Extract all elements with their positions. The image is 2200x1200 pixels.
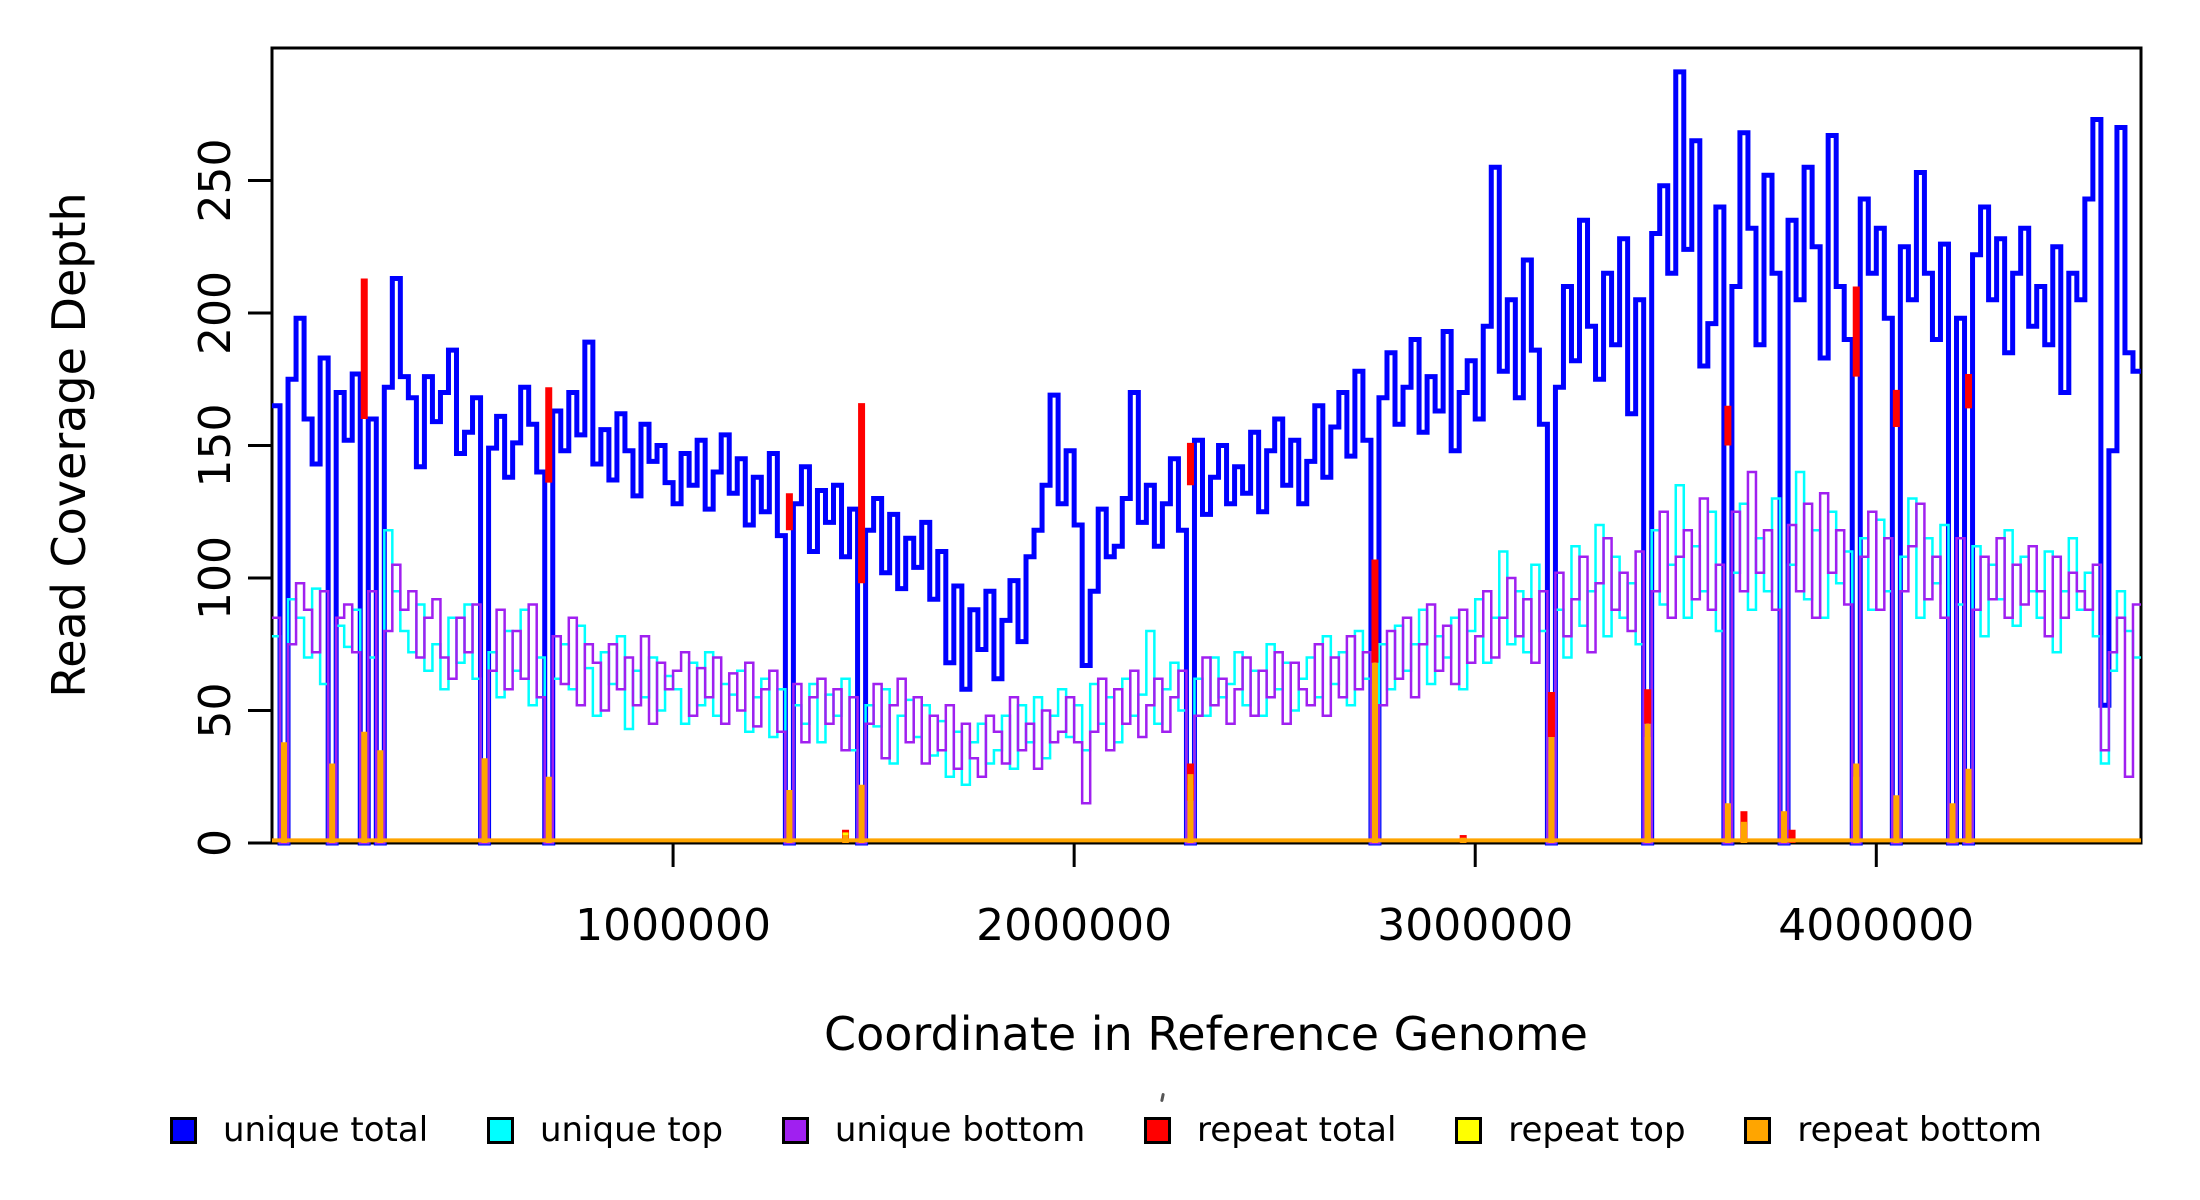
x-tick-label: 2000000 xyxy=(976,900,1172,951)
y-tick-label: 250 xyxy=(190,139,241,223)
y-tick-label: 100 xyxy=(190,536,241,620)
series-repeat-total xyxy=(360,278,1973,843)
axes-group: 1000000 2000000 3000000 4000000 0 50 100 150 200… xyxy=(190,139,1974,951)
legend-item-unique-total: unique total xyxy=(170,1113,428,1147)
legend-item-unique-top: unique top xyxy=(486,1110,724,1150)
legend-swatch-repeat-bottom xyxy=(1744,1116,1772,1144)
legend-label: repeat top xyxy=(1508,1110,1686,1150)
x-tick-label: 4000000 xyxy=(1778,900,1974,951)
legend-label: unique bottom xyxy=(834,1110,1086,1150)
series-repeat-bottom xyxy=(272,662,2141,843)
legend-swatch-unique-total xyxy=(170,1116,197,1144)
y-tick-label: 200 xyxy=(190,271,241,355)
legend-label: unique top xyxy=(539,1110,724,1150)
series-repeat-top xyxy=(842,684,1972,843)
x-tick-label: 1000000 xyxy=(575,900,771,951)
legend-item-repeat-bottom: repeat bottom xyxy=(1744,1113,2042,1147)
legend: unique total unique top unique bottom repea… xyxy=(170,1100,2042,1160)
legend-swatch-repeat-total xyxy=(1144,1116,1172,1144)
x-axis-title: Coordinate in Reference Genome xyxy=(824,1007,1588,1061)
x-tick-label: 3000000 xyxy=(1377,900,1573,951)
legend-label: repeat total xyxy=(1197,1110,1397,1150)
legend-item-unique-bottom: unique bottom xyxy=(781,1110,1086,1150)
y-tick-label: 50 xyxy=(190,683,241,739)
series-unique-bottom xyxy=(272,470,2141,845)
series-group xyxy=(272,69,2141,846)
legend-item-repeat-total: repeat total xyxy=(1144,1113,1396,1147)
legend-label: repeat bottom xyxy=(1797,1110,2042,1150)
y-tick-label: 0 xyxy=(190,829,241,857)
y-axis-title: Read Coverage Depth xyxy=(42,192,96,697)
legend-swatch-unique-bottom xyxy=(781,1116,809,1144)
series-unique-total xyxy=(272,69,2141,846)
y-tick-label: 150 xyxy=(190,404,241,488)
legend-label: unique total xyxy=(223,1110,429,1150)
legend-swatch-unique-top xyxy=(486,1116,514,1144)
legend-item-repeat-top: repeat top xyxy=(1455,1110,1686,1150)
legend-swatch-repeat-top xyxy=(1455,1116,1483,1144)
